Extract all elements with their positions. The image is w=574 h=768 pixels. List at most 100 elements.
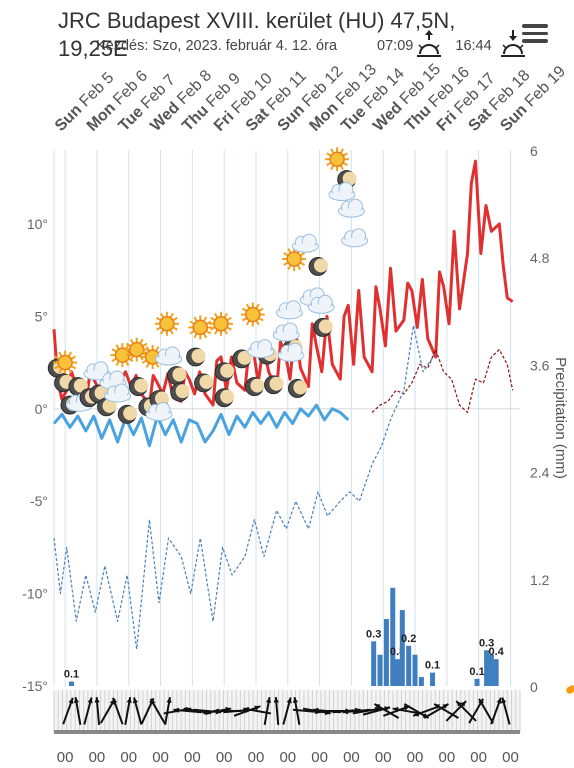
cloud-icon xyxy=(155,346,183,366)
sun-ray xyxy=(70,365,77,370)
sun-icon xyxy=(208,311,233,336)
sun-ray xyxy=(258,307,264,312)
y-right-tick-label: 6 xyxy=(530,143,538,159)
hour-label: 00 xyxy=(311,749,328,766)
hour-label: 00 xyxy=(407,749,424,766)
wind-arrow xyxy=(392,706,421,715)
precip-bar xyxy=(377,654,383,686)
sun-ray xyxy=(58,351,63,357)
sun-ray xyxy=(172,316,178,322)
sun-ray xyxy=(67,351,72,357)
wind-arrow-head xyxy=(479,698,485,705)
y-left-tick-label: -5° xyxy=(30,493,48,509)
wind-arrow-head xyxy=(413,711,420,717)
hour-label: 00 xyxy=(248,749,265,766)
series-line-3 xyxy=(53,324,437,650)
cloud-icon xyxy=(307,294,335,314)
sun-ray xyxy=(54,365,60,370)
cloud-fill xyxy=(279,352,302,361)
page-title-line2: 19,25E xyxy=(58,36,128,61)
sun-ray xyxy=(205,320,212,325)
sun-ray xyxy=(54,355,60,360)
sun-ray xyxy=(129,338,135,345)
moon-icon xyxy=(264,375,284,395)
sun-ray xyxy=(283,261,289,266)
sun-ray xyxy=(189,330,195,335)
sun-ray xyxy=(330,148,335,154)
sun-ray xyxy=(245,303,251,309)
moon-icon xyxy=(167,366,187,385)
moon-lit xyxy=(293,380,308,395)
sun-ray xyxy=(330,164,335,171)
moon-icon xyxy=(232,349,252,369)
y-right-tick-label: 1.2 xyxy=(530,572,550,588)
hour-label: 00 xyxy=(120,749,137,766)
cloud-fill xyxy=(330,191,353,200)
moon-lit xyxy=(134,378,149,393)
moon-lit xyxy=(314,258,329,273)
precip-bar xyxy=(493,659,499,686)
wind-arrow-head xyxy=(94,697,100,703)
start-time-subtitle: Kezdés: Szo, 2023. február 4. 12. óra 07… xyxy=(96,38,492,54)
sun-icon xyxy=(282,247,307,272)
sun-ray xyxy=(223,329,228,335)
moon-lit xyxy=(269,376,284,391)
wind-arrow-head xyxy=(266,697,272,703)
sun-ray xyxy=(125,342,132,347)
wind-arrow xyxy=(263,697,272,725)
cloud-fill xyxy=(249,348,272,357)
moon-lit xyxy=(73,378,88,393)
precip-bar-label: 0.1 xyxy=(425,660,440,672)
header: JRC Budapest XVIII. kerület (HU) 47,5N, … xyxy=(0,0,574,61)
cloud-icon xyxy=(291,233,319,253)
wind-arrow-head xyxy=(173,707,180,713)
sun-ray xyxy=(189,320,195,325)
sun-ray xyxy=(245,320,251,326)
moon-lit xyxy=(250,378,265,393)
y-left-tick-label: 0° xyxy=(35,401,48,417)
moon-icon xyxy=(313,318,333,337)
sun-ray xyxy=(255,303,260,309)
hour-label: 00 xyxy=(216,749,233,766)
wind-arrow xyxy=(373,703,400,719)
wind-arrow-head xyxy=(273,697,279,703)
wind-arrow-head xyxy=(243,706,250,713)
y-left-tick-label: 10° xyxy=(27,216,48,232)
sun-ray xyxy=(205,330,212,335)
cloud-icon xyxy=(328,182,356,202)
cloud-icon xyxy=(247,339,275,359)
y-right-tick-label: 4.8 xyxy=(530,250,550,266)
sun-ray xyxy=(160,312,165,319)
y-left-tick-label: -10° xyxy=(22,586,48,602)
precip-bar xyxy=(418,677,424,686)
moon-icon xyxy=(214,388,235,408)
sun-disc xyxy=(245,306,261,323)
y-left-tick-label: 5° xyxy=(35,308,48,324)
wind-arrow xyxy=(282,697,292,725)
sunset-icon xyxy=(501,30,525,57)
moon-icon xyxy=(194,373,214,393)
sun-ray xyxy=(115,360,120,367)
cloud-fill xyxy=(275,331,298,340)
cloud-fill xyxy=(278,309,301,318)
sun-ray xyxy=(299,261,306,266)
wind-arrow xyxy=(445,700,467,722)
sun-ray xyxy=(172,326,178,331)
wind-arrow xyxy=(412,705,440,717)
cloud-icon xyxy=(277,342,305,362)
precip-bar-label: 0.1 xyxy=(64,669,79,681)
wind-arrow xyxy=(94,696,101,726)
wind-arrow-head xyxy=(87,697,93,704)
sun-ray xyxy=(125,352,132,357)
cloud-fill xyxy=(85,370,108,379)
cloud-icon xyxy=(272,322,300,342)
hamburger-menu-icon[interactable] xyxy=(522,24,548,44)
sun-ray xyxy=(70,355,77,360)
sun-ray xyxy=(210,316,216,322)
sun-ray xyxy=(210,326,216,331)
sunrise-icon xyxy=(417,30,441,57)
wind-arrow xyxy=(164,697,172,725)
wind-arrow xyxy=(501,697,511,725)
precip-bar xyxy=(488,654,494,686)
